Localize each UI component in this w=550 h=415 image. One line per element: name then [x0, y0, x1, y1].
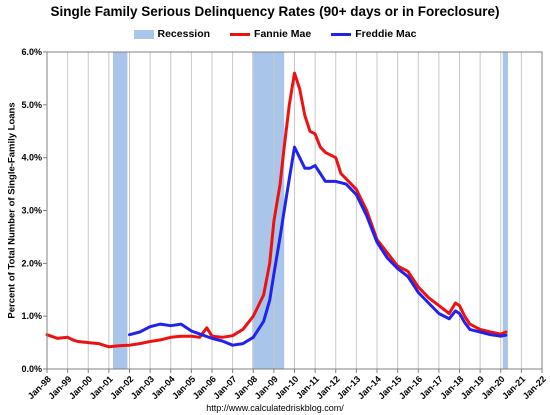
- y-tick-label: 0.0%: [21, 364, 42, 374]
- series-line-freddie-mac: [128, 145, 508, 347]
- legend-item-recession: Recession: [133, 28, 211, 40]
- legend-item-freddie-mac: Freddie Mac: [331, 28, 417, 40]
- series-lines: [45, 71, 508, 349]
- recession-bands: [113, 52, 508, 369]
- series-line-fannie-mae: [45, 71, 508, 349]
- y-tick-label: 2.0%: [21, 258, 42, 268]
- y-tick-label: 3.0%: [21, 206, 42, 216]
- chart-title: Single Family Serious Delinquency Rates …: [50, 4, 500, 19]
- recession-band-0: [113, 52, 128, 369]
- x-axis: Jan-98Jan-99Jan-00Jan-01Jan-02Jan-03Jan-…: [26, 369, 548, 401]
- legend-label-recession: Recession: [157, 28, 211, 40]
- legend-item-fannie-mae: Fannie Mae: [230, 28, 311, 40]
- y-tick-label: 5.0%: [21, 100, 42, 110]
- y-axis-title: Percent of Total Number of Single-Family…: [7, 102, 18, 318]
- source-url: http://www.calculatedriskblog.com/: [206, 403, 344, 413]
- recession-band-1: [252, 52, 285, 369]
- legend-swatch-recession: [133, 29, 154, 39]
- gridlines: [67, 52, 522, 369]
- y-tick-label: 4.0%: [21, 153, 42, 163]
- y-axis: 0.0% 1.0% 2.0% 3.0% 4.0% 5.0% 6.0%: [21, 47, 47, 374]
- y-tick-label: 6.0%: [21, 47, 42, 57]
- legend: Recession Fannie Mae Freddie Mac: [0, 28, 550, 40]
- legend-label-freddie-mac: Freddie Mac: [355, 28, 417, 40]
- y-tick-label: 1.0%: [21, 311, 42, 321]
- recession-band-2: [502, 52, 508, 369]
- x-tick-label: Jan-22: [521, 374, 548, 401]
- legend-label-fannie-mae: Fannie Mae: [254, 28, 312, 40]
- legend-swatch-fannie-mae: [230, 32, 251, 36]
- legend-swatch-freddie-mac: [331, 32, 352, 36]
